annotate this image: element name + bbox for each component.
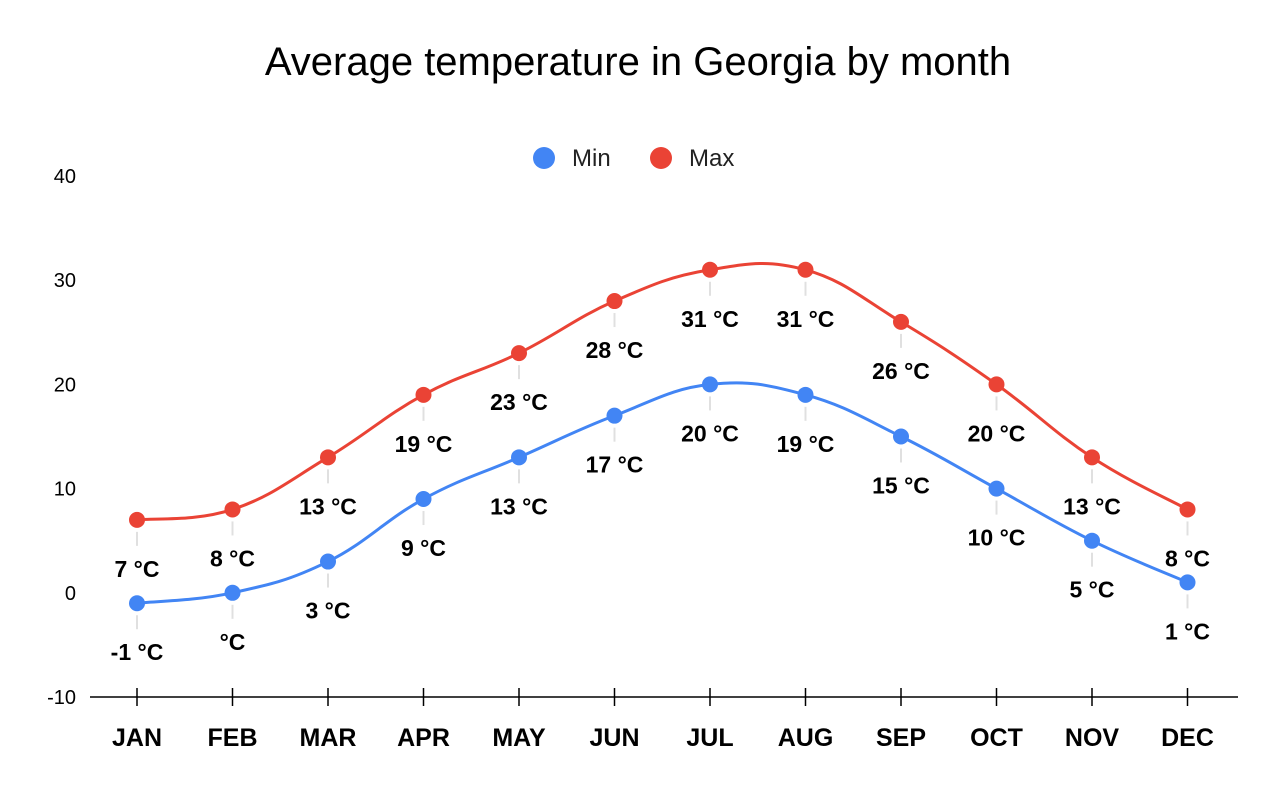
data-label-max: 20 °C — [968, 420, 1026, 446]
data-point-max — [702, 261, 718, 278]
x-tick-label: OCT — [970, 724, 1023, 752]
x-axis: JAN FEB MAR APR MAY JUN JUL AUG SEP OCT NOV DEC — [90, 688, 1238, 752]
y-tick-label: 0 — [65, 583, 76, 605]
data-point-max — [893, 313, 909, 330]
x-tick-label: NOV — [1065, 724, 1120, 752]
y-tick-label: 30 — [54, 270, 76, 292]
data-label-min: 3 °C — [306, 598, 351, 624]
x-tick-label: FEB — [208, 724, 258, 752]
data-point-max — [320, 449, 336, 466]
data-label-min: 10 °C — [968, 525, 1026, 551]
data-point-min — [893, 428, 909, 445]
legend: Min Max — [533, 145, 734, 172]
data-label-connectors — [136, 281, 1189, 630]
data-point-min — [224, 584, 241, 601]
data-label-min: 15 °C — [872, 473, 930, 499]
data-point-max — [606, 293, 623, 310]
y-tick-label: -10 — [47, 687, 76, 709]
x-tick-label: AUG — [778, 724, 834, 752]
data-point-max — [129, 511, 145, 528]
x-tick-label: MAY — [492, 724, 546, 752]
data-point-max — [988, 376, 1005, 393]
x-tick-label: JUL — [686, 724, 733, 752]
data-point-max — [511, 345, 527, 362]
data-label-min: 1 °C — [1165, 618, 1210, 644]
series-lines — [136, 261, 1189, 605]
x-tick-label: DEC — [1161, 724, 1214, 752]
legend-label-max: Max — [689, 145, 734, 172]
data-label-min: -1 °C — [111, 639, 164, 665]
data-label-max: 19 °C — [395, 431, 453, 457]
y-axis: -10 0 10 20 30 40 — [47, 166, 76, 709]
x-tick-label: JAN — [112, 724, 162, 752]
data-point-max — [797, 261, 814, 278]
data-label-min: 9 °C — [401, 535, 446, 561]
data-point-max — [1084, 449, 1100, 466]
data-label-min: 19 °C — [777, 431, 835, 457]
legend-marker-min — [533, 147, 555, 169]
data-label-min: 13 °C — [490, 493, 548, 519]
x-tick-label: SEP — [876, 724, 926, 752]
data-point-min — [1179, 574, 1196, 591]
legend-label-min: Min — [572, 145, 611, 172]
data-label-min: 5 °C — [1070, 577, 1115, 603]
x-tick-label: JUN — [589, 724, 639, 752]
series-points — [129, 261, 1196, 612]
series-line-min — [136, 381, 1189, 605]
data-label-max: 28 °C — [586, 337, 644, 363]
data-point-max — [1179, 501, 1196, 518]
chart-title: Average temperature in Georgia by month — [265, 40, 1011, 84]
data-point-min — [415, 491, 432, 508]
data-label-max: 7 °C — [115, 556, 160, 582]
data-point-max — [415, 386, 432, 403]
data-label-min: °C — [220, 629, 246, 655]
series-line-max — [136, 261, 1189, 522]
y-tick-label: 40 — [54, 166, 76, 188]
data-point-min — [129, 595, 145, 612]
data-label-max: 8 °C — [1165, 545, 1210, 571]
data-label-max: 13 °C — [1063, 493, 1121, 519]
data-point-min — [988, 480, 1005, 497]
data-label-max: 23 °C — [490, 389, 548, 415]
data-label-min: 17 °C — [586, 452, 644, 478]
data-point-min — [797, 386, 814, 403]
data-label-max: 8 °C — [210, 545, 255, 571]
data-point-min — [1084, 532, 1100, 549]
data-point-min — [320, 553, 336, 570]
data-label-max: 26 °C — [872, 358, 930, 384]
data-point-max — [224, 501, 241, 518]
data-point-min — [606, 407, 623, 424]
data-label-max: 31 °C — [681, 306, 739, 332]
data-labels: -1 °C °C 3 °C 9 °C 13 °C 17 °C 20 °C 19 °C 15 °C… — [111, 306, 1210, 665]
data-label-min: 20 °C — [681, 420, 739, 446]
y-tick-label: 10 — [54, 479, 76, 501]
data-label-max: 31 °C — [777, 306, 835, 332]
data-label-max: 13 °C — [299, 493, 357, 519]
y-tick-label: 20 — [54, 374, 76, 396]
data-point-min — [511, 449, 527, 466]
x-tick-label: APR — [397, 724, 450, 752]
data-point-min — [702, 376, 718, 393]
x-tick-label: MAR — [300, 724, 357, 752]
legend-marker-max — [650, 147, 672, 169]
